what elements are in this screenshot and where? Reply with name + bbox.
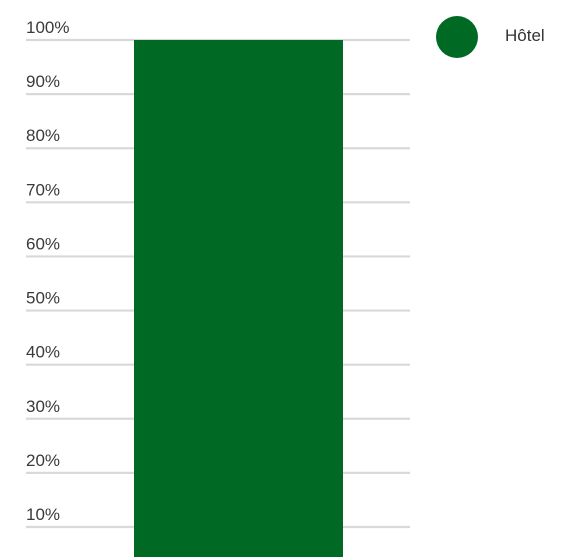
y-tick-label: 90% — [26, 72, 60, 91]
y-tick-label: 100% — [26, 18, 69, 37]
y-axis-ticks: 100% 90% 80% 70% 60% 50% 40% 30% 20% 10% — [26, 18, 69, 524]
y-tick-label: 70% — [26, 180, 60, 199]
y-tick-label: 30% — [26, 397, 60, 416]
bars — [134, 40, 343, 557]
y-tick-label: 20% — [26, 451, 60, 470]
y-tick-label: 60% — [26, 234, 60, 253]
y-tick-label: 80% — [26, 126, 60, 145]
y-tick-label: 50% — [26, 289, 60, 308]
y-tick-label: 40% — [26, 343, 60, 362]
y-tick-label: 10% — [26, 505, 60, 524]
legend: Hôtel — [436, 16, 545, 58]
bar — [134, 40, 343, 557]
legend-label: Hôtel — [505, 26, 545, 45]
legend-marker — [436, 16, 478, 58]
